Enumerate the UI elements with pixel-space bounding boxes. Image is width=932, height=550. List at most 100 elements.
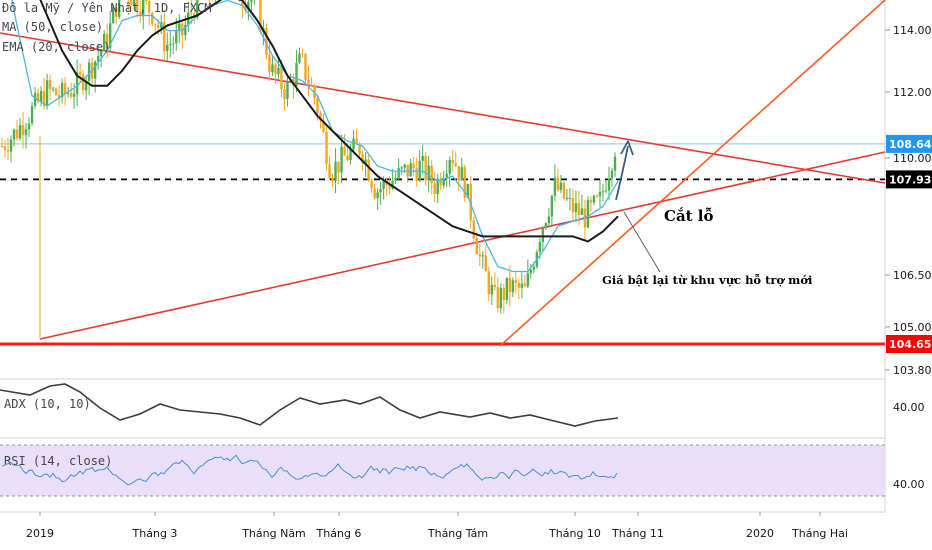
candle-up	[394, 177, 397, 181]
candle-up	[520, 283, 524, 288]
candle-down	[478, 254, 481, 257]
candle-up	[66, 92, 70, 94]
candle-down	[78, 72, 82, 75]
candle-down	[283, 89, 286, 100]
candle-down	[346, 155, 349, 161]
rsi-line[interactable]	[1, 454, 618, 486]
candle-up	[586, 200, 590, 228]
candle-up	[382, 181, 385, 190]
candle-down	[241, 1, 244, 7]
candle-up	[196, 0, 199, 18]
candle-down	[154, 23, 157, 25]
candle-up	[178, 23, 181, 32]
candle-up	[271, 64, 274, 73]
candle-up	[400, 167, 403, 169]
ma-line[interactable]	[2, 0, 619, 243]
candle-up	[295, 62, 298, 86]
candle-down	[21, 125, 25, 136]
candle-down	[454, 163, 457, 167]
candle-up	[172, 43, 175, 45]
candle-down	[265, 28, 268, 55]
ma-legend[interactable]: MA (50, close)	[2, 20, 104, 34]
candle-down	[412, 163, 415, 169]
stop-price-badge: 107.935	[889, 173, 932, 186]
candle-up	[340, 146, 343, 173]
candle-down	[36, 93, 40, 102]
candle-down	[319, 113, 322, 121]
candle-up	[541, 227, 545, 243]
candle-down	[493, 284, 496, 288]
candle-up	[286, 81, 289, 100]
x-tick-label: Tháng Năm	[241, 527, 306, 540]
descending-trendline	[0, 32, 886, 184]
candle-up	[613, 156, 617, 171]
ema-line[interactable]	[2, 0, 619, 273]
candle-up	[169, 44, 172, 46]
candle-down	[508, 277, 512, 293]
candle-down	[439, 178, 442, 186]
candle-up	[490, 284, 493, 295]
candle-up	[565, 198, 569, 200]
candle-up	[466, 183, 469, 198]
x-tick-label: Tháng 11	[611, 527, 664, 540]
y-tick-label: 105.000	[893, 321, 932, 334]
candle-up	[364, 159, 367, 164]
candle-up	[75, 72, 79, 94]
candle-up	[376, 192, 379, 199]
candle-down	[151, 12, 154, 24]
x-tick-label: Tháng Hai	[791, 527, 848, 540]
candle-up	[409, 163, 412, 177]
candle-up	[9, 139, 13, 152]
candle-down	[316, 97, 319, 114]
candle-down	[370, 180, 373, 189]
candle-up	[460, 167, 463, 181]
candle-down	[430, 165, 433, 184]
current-price-badge-bg	[886, 134, 932, 153]
candle-up	[397, 168, 400, 178]
candle-down	[451, 159, 454, 164]
candle-down	[81, 74, 85, 91]
candle-down	[48, 80, 52, 90]
adx-line[interactable]	[0, 383, 619, 427]
candle-down	[577, 203, 581, 216]
candle-down	[114, 7, 118, 17]
candle-up	[334, 161, 337, 181]
candle-up	[448, 159, 451, 174]
candle-down	[373, 188, 376, 199]
candle-down	[163, 22, 166, 51]
ema-legend[interactable]: EMA (20, close)	[2, 40, 111, 54]
candle-down	[310, 84, 313, 86]
candle-down	[244, 6, 247, 10]
candle-up	[96, 56, 100, 62]
ascending-trendline	[39, 151, 886, 340]
support-price-badge-bg	[886, 335, 932, 353]
candle-down	[472, 220, 475, 239]
candle-down	[517, 282, 521, 288]
candle-up	[610, 170, 614, 179]
current-price-badge: 108.642	[889, 138, 932, 151]
candle-down	[3, 146, 7, 151]
candle-down	[6, 150, 10, 152]
candle-down	[328, 164, 331, 179]
candle-down	[475, 238, 478, 255]
x-tick-label: Tháng 3	[132, 527, 178, 540]
candle-up	[559, 182, 563, 190]
candle-down	[556, 177, 560, 190]
x-tick-label: Tháng Tám	[427, 527, 488, 540]
candle-up	[526, 273, 530, 287]
candle-up	[87, 62, 91, 82]
candle-down	[331, 178, 334, 181]
candle-up	[550, 195, 554, 217]
rsi-band	[0, 445, 885, 496]
candle-up	[511, 280, 515, 293]
candle-down	[502, 287, 506, 301]
adx-label: ADX (10, 10)	[4, 397, 91, 411]
candle-down	[523, 283, 527, 287]
symbol-title[interactable]: Đô la Mỹ / Yên Nhật, 1D, FXCM	[2, 1, 212, 15]
support-price-badge: 104.656	[889, 338, 932, 351]
candle-down	[325, 131, 328, 165]
candle-up	[352, 138, 355, 150]
candle-down	[415, 168, 418, 181]
candle-up	[349, 149, 352, 161]
